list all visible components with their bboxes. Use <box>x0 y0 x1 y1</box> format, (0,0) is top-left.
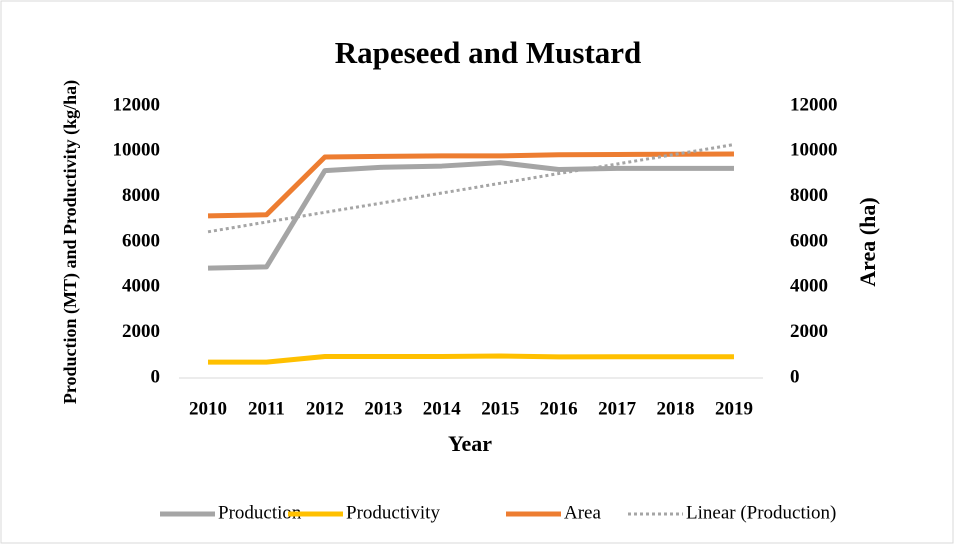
x-tick-label: 2015 <box>481 398 519 419</box>
y2-tick-label: 12000 <box>790 94 838 115</box>
y-tick-label: 10000 <box>113 140 161 161</box>
series-line <box>207 160 734 271</box>
y-tick-label: 0 <box>151 366 161 387</box>
legend-label: Area <box>564 502 601 523</box>
y2-tick-label: 6000 <box>790 230 828 251</box>
series-line <box>207 143 735 234</box>
y-axis-label: Production (MT) and Productivity (kg/ha) <box>60 80 81 404</box>
y2-tick-label: 8000 <box>790 185 828 206</box>
y2-tick-label: 0 <box>790 366 800 387</box>
x-tick-label: 2018 <box>657 398 695 419</box>
legend-label: Production <box>218 502 302 523</box>
y2-tick-label: 2000 <box>790 321 828 342</box>
series-line <box>207 151 734 219</box>
y-tick-label: 8000 <box>122 185 160 206</box>
y-tick-label: 12000 <box>113 94 161 115</box>
x-tick-label: 2017 <box>598 398 637 419</box>
legend-label: Linear (Production) <box>686 502 836 523</box>
x-axis-label: Year <box>448 431 492 456</box>
y-tick-label: 2000 <box>122 321 160 342</box>
y2-tick-label: 10000 <box>790 140 838 161</box>
legend-label: Productivity <box>346 502 440 523</box>
x-tick-label: 2019 <box>715 398 753 419</box>
chart-title: Rapeseed and Mustard <box>335 35 642 70</box>
x-tick-label: 2011 <box>248 398 285 419</box>
x-tick-label: 2010 <box>189 398 227 419</box>
x-tick-label: 2016 <box>540 398 578 419</box>
y-tick-label: 6000 <box>122 230 160 251</box>
y-tick-label: 4000 <box>122 276 160 297</box>
x-tick-label: 2013 <box>364 398 402 419</box>
x-tick-label: 2012 <box>306 398 344 419</box>
series-line <box>208 353 734 365</box>
x-tick-label: 2014 <box>423 398 462 419</box>
y2-tick-label: 4000 <box>790 276 828 297</box>
y2-axis-label: Area (ha) <box>855 197 880 286</box>
